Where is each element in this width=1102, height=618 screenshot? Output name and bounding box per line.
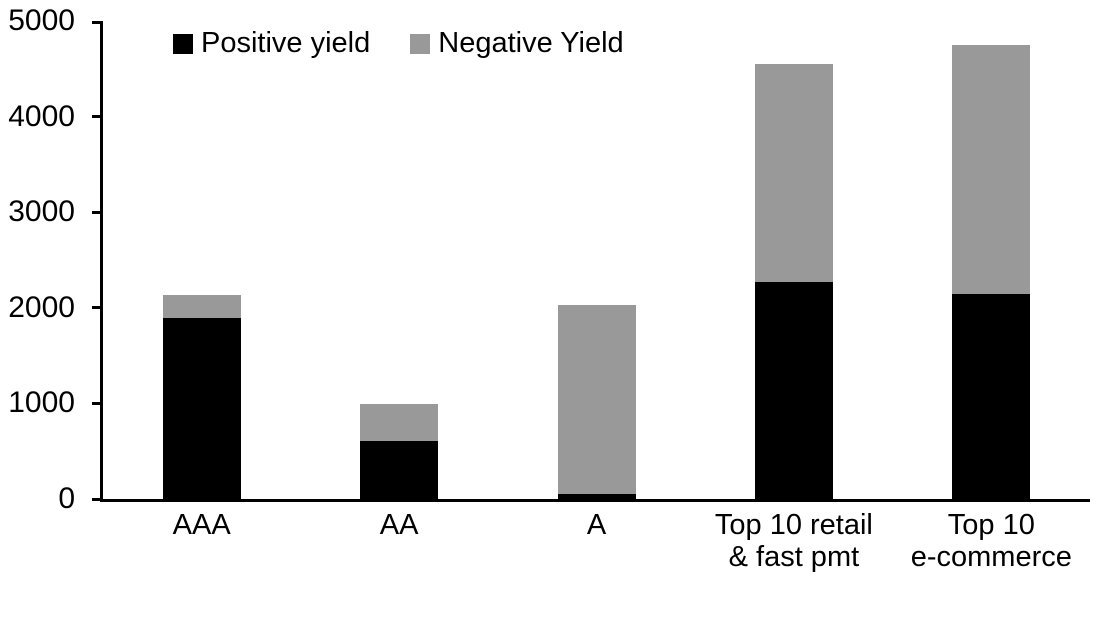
segment-negative-yield-a <box>557 304 636 495</box>
x-axis-label-line: AA <box>379 509 419 541</box>
x-axis-label-top-10-retail-fast-pmt: Top 10 retail & fast pmt <box>715 509 873 573</box>
segment-negative-yield-top-10-retail-fast-pmt <box>754 64 833 282</box>
segment-positive-yield-aaa <box>162 318 241 499</box>
x-axis-label-aaa: AAA <box>173 509 231 541</box>
y-tick-label-1000: 1000 <box>8 386 75 420</box>
segment-positive-yield-top-10-retail-fast-pmt <box>754 282 833 499</box>
y-tick-label-0: 0 <box>58 482 75 515</box>
y-tick-mark-2000 <box>92 306 103 310</box>
segment-negative-yield-top-10-e-commerce <box>952 44 1031 295</box>
bar-a <box>557 304 636 499</box>
negative-yield-swatch-icon <box>410 33 431 54</box>
plot-area: Positive yield Negative Yield 0 1000 2000 3… <box>8 6 1090 573</box>
legend-item-positive-yield: Positive yield <box>173 29 370 58</box>
x-axis-label-line: A <box>586 509 607 541</box>
y-tick-label-2000: 2000 <box>8 290 75 324</box>
positive-yield-swatch-icon <box>173 33 193 54</box>
x-axis-label-top-10-e-commerce: Top 10 e-commerce <box>911 509 1072 573</box>
y-tick-label-5000: 5000 <box>8 4 75 37</box>
x-axis-label-line: Top 10 retail <box>714 509 873 541</box>
y-tick-mark-4000 <box>92 115 103 119</box>
legend: Positive yield Negative Yield <box>173 29 624 58</box>
y-tick-label-3000: 3000 <box>8 195 75 229</box>
legend-label-positive-yield: Positive yield <box>201 27 371 59</box>
y-tick-mark-3000 <box>92 210 103 214</box>
y-tick-mark-5000 <box>92 21 103 24</box>
x-axis-label-line: e-commerce <box>910 541 1072 573</box>
bar-top-10-e-commerce <box>952 44 1031 499</box>
y-tick-mark-1000 <box>92 401 103 405</box>
segment-positive-yield-a <box>557 494 636 499</box>
segment-negative-yield-aaa <box>162 295 241 319</box>
x-axis-label-a: A <box>587 509 606 541</box>
segment-positive-yield-aa <box>360 440 439 499</box>
bar-aaa <box>162 295 241 499</box>
bar-top-10-retail-fast-pmt <box>754 64 833 499</box>
legend-item-negative-yield: Negative Yield <box>410 27 624 59</box>
x-axis-label-aa: AA <box>380 509 419 541</box>
bar-aa <box>360 404 439 499</box>
y-tick-label-4000: 4000 <box>8 99 75 133</box>
segment-negative-yield-aa <box>360 404 439 441</box>
legend-label-negative-yield: Negative Yield <box>438 27 624 59</box>
x-axis-label-line: AAA <box>172 509 231 541</box>
x-axis-label-line: Top 10 <box>947 509 1035 541</box>
x-axis-label-line: & fast pmt <box>728 541 860 573</box>
y-tick-mark-0 <box>92 497 103 501</box>
segment-positive-yield-top-10-e-commerce <box>952 294 1031 499</box>
